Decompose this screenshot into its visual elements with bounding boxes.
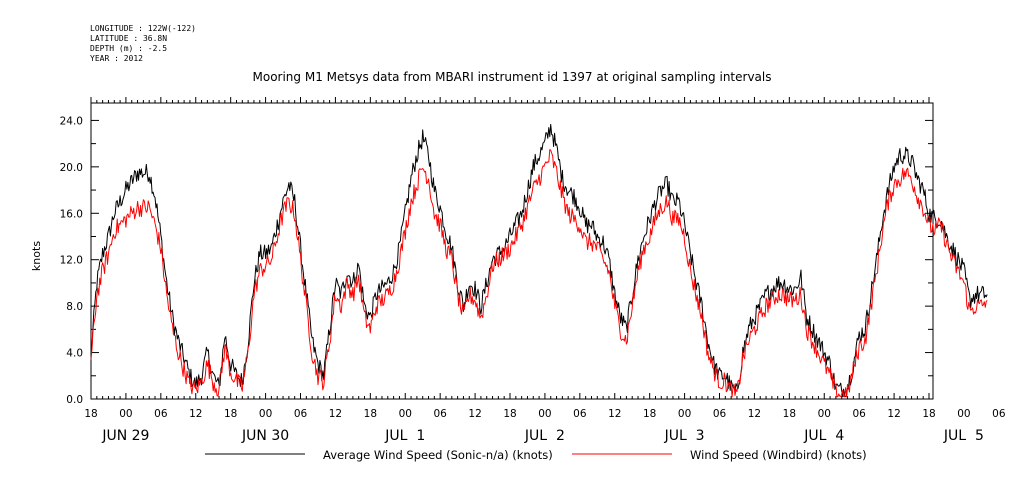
x-tick-label: 00 [538,408,551,420]
x-tick-label: 00 [259,408,272,420]
legend-label-red: Wind Speed (Windbird) (knots) [690,448,867,462]
x-tick-label: 06 [992,408,1006,420]
x-tick-label: 12 [887,408,900,420]
x-tick-label: 00 [119,408,132,420]
series-layer [90,123,988,398]
x-tick-label: 12 [329,408,342,420]
y-axis-label: knots [30,241,43,271]
x-tick-label: 06 [154,408,168,420]
series-average-wind-speed [90,123,988,398]
day-label: JUN 29 [101,428,149,444]
longitude-text: LONGITUDE : 122W(-122) [90,24,196,33]
latitude-text: LATITUDE : 36.8N [90,34,167,43]
x-tick-label: 06 [713,408,727,420]
x-tick-label: 12 [189,408,202,420]
depth-text: DEPTH (m) : -2.5 [90,44,167,53]
x-tick-label: 00 [678,408,691,420]
x-tick-label: 18 [922,408,935,420]
x-tick-label: 12 [748,408,761,420]
day-label: JUL 1 [384,428,425,444]
y-tick-labels: 0.0 4.0 8.0 12.0 16.0 20.0 24.0 [60,115,83,406]
day-label: JUL 3 [664,428,705,444]
y-tick-label: 12.0 [60,255,83,267]
x-tick-label: 18 [643,408,656,420]
x-tick-label: 18 [224,408,237,420]
plot-frame [90,102,934,400]
x-tick-labels: 18 00 06 12 18 00 06 12 18 00 06 12 18 00 06 12 18 00 06 12… [84,408,1006,420]
y-tick-label: 8.0 [66,301,83,313]
x-tick-label: 18 [84,408,97,420]
x-tick-label: 18 [783,408,796,420]
y-tick-label: 24.0 [60,115,83,127]
day-label: JUN 30 [241,428,289,444]
axis-ticks [90,97,933,400]
x-tick-label: 06 [852,408,866,420]
x-tick-label: 18 [503,408,516,420]
y-tick-label: 20.0 [60,162,83,174]
x-tick-label: 00 [399,408,412,420]
day-label: JUL 5 [943,428,984,444]
year-text: YEAR : 2012 [90,54,143,63]
x-tick-label: 18 [364,408,377,420]
x-tick-label: 06 [573,408,587,420]
x-tick-label: 06 [433,408,447,420]
x-tick-label: 00 [818,408,831,420]
series-windbird-wind-speed [90,149,988,398]
y-tick-label: 16.0 [60,208,83,220]
day-label: JUL 4 [803,428,844,444]
legend-label-black: Average Wind Speed (Sonic-n/a) (knots) [323,448,553,462]
x-tick-label: 12 [468,408,481,420]
day-label: JUL 2 [524,428,565,444]
y-tick-label: 4.0 [66,348,83,360]
y-tick-label: 0.0 [66,394,83,406]
chart-title: Mooring M1 Metsys data from MBARI instru… [253,70,772,84]
x-tick-label: 12 [608,408,621,420]
x-tick-label: 00 [957,408,970,420]
x-tick-label: 06 [294,408,308,420]
